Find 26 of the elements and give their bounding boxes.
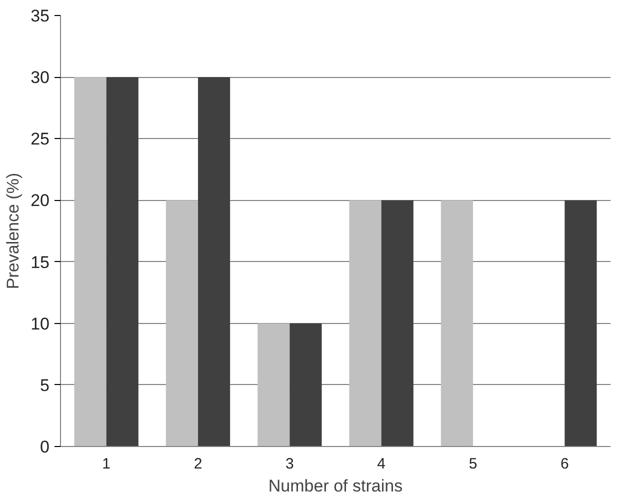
y-tick-label: 30 [30, 68, 50, 88]
x-tick-label: 1 [102, 456, 111, 472]
bar [258, 323, 290, 446]
x-tick-label: 2 [194, 456, 202, 472]
y-tick-label: 20 [30, 191, 50, 210]
x-tick-label: 6 [560, 456, 569, 472]
y-tick-label: 0 [40, 438, 50, 456]
x-axis-title: Number of strains [268, 476, 403, 496]
bar [440, 200, 473, 446]
y-tick-label: 10 [30, 314, 50, 334]
y-tick-label: 5 [40, 376, 50, 395]
y-tick-label: 35 [30, 6, 50, 26]
bar [106, 77, 138, 446]
bar [349, 200, 382, 446]
y-axis-title: Prevalence (%) [4, 172, 23, 290]
bar [74, 77, 106, 446]
x-tick-label: 4 [377, 456, 386, 472]
bar [564, 200, 597, 446]
y-tick-label: 25 [30, 130, 50, 149]
x-tick-label: 5 [468, 456, 478, 472]
bar [290, 323, 322, 446]
x-tick-label: 3 [285, 456, 294, 472]
bar [166, 200, 198, 446]
y-tick-label: 15 [30, 252, 50, 272]
bar [198, 77, 230, 446]
bar [381, 200, 414, 446]
